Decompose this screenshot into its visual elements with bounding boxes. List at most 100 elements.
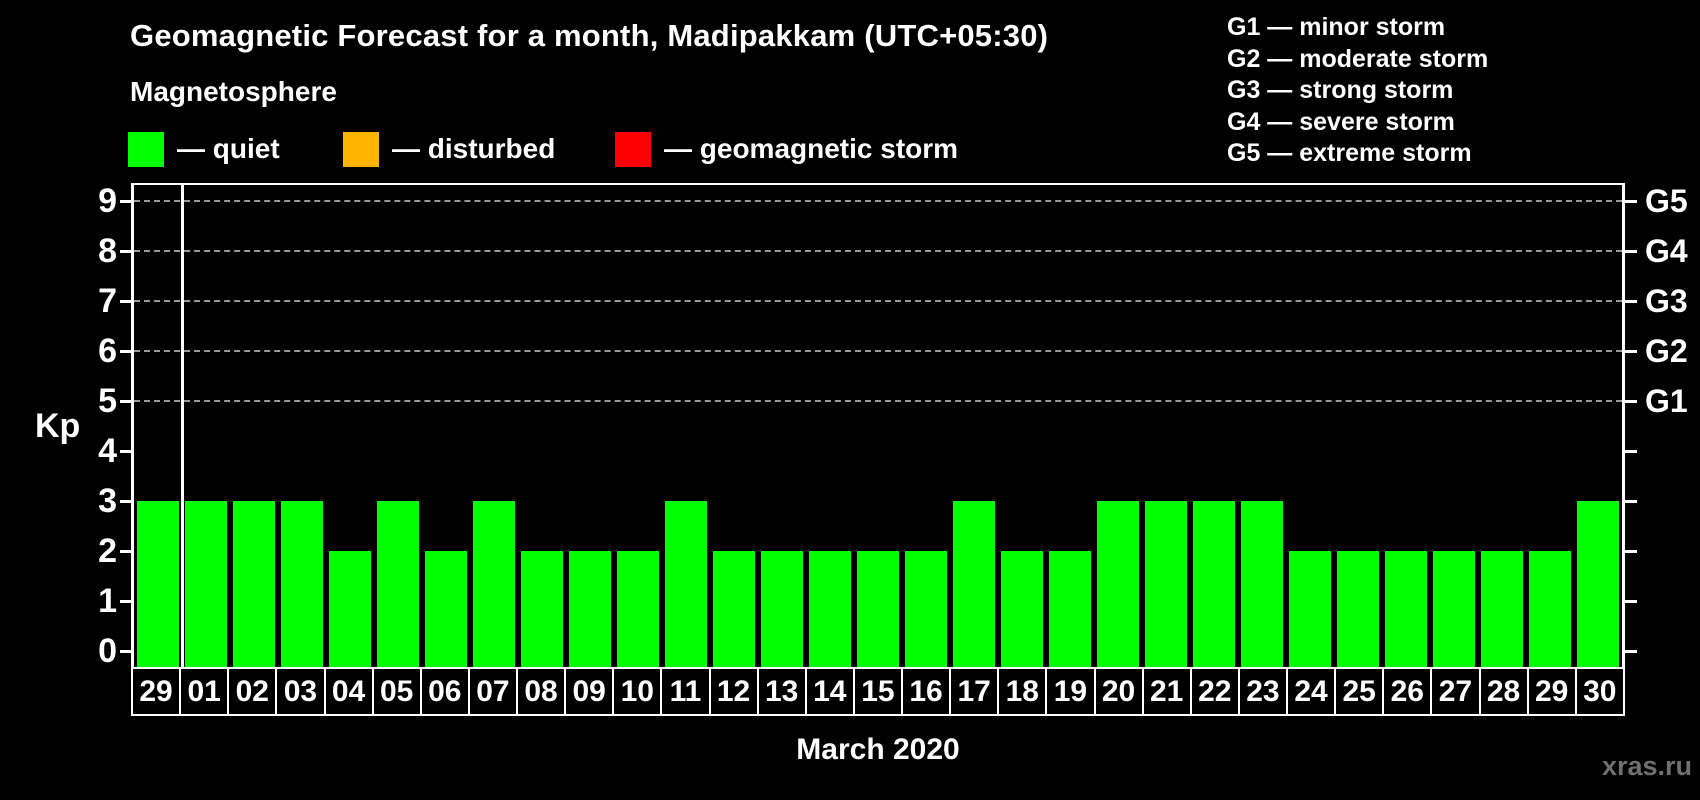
bar-day-08 (521, 551, 563, 667)
y-tick-left-7 (120, 300, 131, 303)
right-axis-label-g4: G4 (1645, 233, 1688, 269)
bar-day-14 (809, 551, 851, 667)
right-axis-label-g1: G1 (1645, 383, 1688, 419)
bar-day-26 (1385, 551, 1427, 667)
bar-day-01 (185, 501, 227, 667)
day-cell-03: 03 (275, 667, 326, 716)
g-scale-legend-line-1: G1 — minor storm (1227, 13, 1446, 41)
day-cell-18: 18 (997, 667, 1048, 716)
day-cell-11: 11 (660, 667, 711, 716)
bar-day-09 (569, 551, 611, 667)
right-axis-label-g2: G2 (1645, 333, 1688, 369)
y-tick-label-6: 6 (98, 332, 117, 370)
y-tick-right-4 (1625, 450, 1637, 453)
y-axis-title: Kp (35, 407, 81, 445)
bar-day-04 (329, 551, 371, 667)
y-tick-label-9: 9 (98, 182, 117, 220)
gridline-kp-6 (134, 350, 1622, 352)
bar-day-30 (1577, 501, 1619, 667)
y-tick-right-2 (1625, 550, 1637, 553)
g-scale-legend-line-3: G3 — strong storm (1227, 76, 1454, 104)
gridline-kp-8 (134, 250, 1622, 252)
y-tick-label-7: 7 (98, 282, 117, 320)
x-axis-day-labels: 29 01 02 03 04 05 06 07 08 09 10 11 12 13 14 15 16 17 18 19… (131, 667, 1625, 716)
y-tick-label-3: 3 (98, 482, 117, 520)
legend-item-storm: — geomagnetic storm (615, 131, 958, 167)
y-tick-left-2 (120, 550, 131, 553)
day-cell-26: 26 (1382, 667, 1433, 716)
y-tick-left-6 (120, 350, 131, 353)
gridline-kp-7 (134, 300, 1622, 302)
day-cell-02: 02 (227, 667, 278, 716)
right-axis-label-g3: G3 (1645, 283, 1688, 319)
y-tick-right-9 (1625, 200, 1637, 203)
chart-title: Geomagnetic Forecast for a month, Madipa… (130, 18, 1049, 53)
day-cell-07: 07 (467, 667, 518, 716)
g-scale-legend: G1 — minor storm G2 — moderate storm G3 — … (1227, 12, 1488, 170)
right-axis-label-g5: G5 (1645, 183, 1688, 219)
y-tick-left-9 (120, 200, 131, 203)
legend-swatch-quiet (128, 131, 164, 167)
day-cell-21: 21 (1141, 667, 1192, 716)
bar-day-13 (761, 551, 803, 667)
day-cell-20: 20 (1093, 667, 1144, 716)
watermark: xras.ru (1601, 751, 1692, 781)
g-scale-legend-line-2: G2 — moderate storm (1227, 44, 1489, 73)
day-cell-04: 04 (323, 667, 374, 716)
day-cell-01: 01 (179, 667, 230, 716)
day-cell-23: 23 (1237, 667, 1288, 716)
bar-day-27 (1433, 551, 1475, 667)
day-cell-24: 24 (1286, 667, 1337, 716)
day-cell-09: 09 (564, 667, 615, 716)
bar-day-29 (1529, 551, 1571, 667)
g-scale-legend-line-5: G5 — extreme storm (1227, 139, 1472, 167)
y-tick-left-1 (120, 600, 131, 603)
day-cell-15: 15 (852, 667, 903, 716)
bar-day-18 (1001, 551, 1043, 667)
y-tick-label-0: 0 (98, 632, 117, 670)
bar-day-29 (137, 501, 179, 667)
legend-label-disturbed: — disturbed (392, 133, 556, 164)
bar-day-28 (1481, 551, 1523, 667)
gridline-kp-9 (134, 200, 1622, 202)
y-tick-label-2: 2 (98, 532, 117, 570)
day-cell-27: 27 (1430, 667, 1481, 716)
x-axis-title: March 2020 (796, 733, 960, 766)
y-tick-left-5 (120, 400, 131, 403)
day-cell-17: 17 (949, 667, 1000, 716)
legend-label-storm: — geomagnetic storm (664, 133, 959, 164)
bar-day-15 (857, 551, 899, 667)
bar-day-11 (665, 501, 707, 667)
day-cell-29: 29 (1526, 667, 1577, 716)
day-cell-13: 13 (756, 667, 807, 716)
y-tick-right-5 (1625, 400, 1637, 403)
bar-day-19 (1049, 551, 1091, 667)
y-tick-right-7 (1625, 300, 1637, 303)
y-tick-label-5: 5 (98, 382, 117, 420)
day-cell-25: 25 (1334, 667, 1385, 716)
bar-day-17 (953, 501, 995, 667)
day-cell-10: 10 (612, 667, 663, 716)
bar-day-22 (1193, 501, 1235, 667)
y-tick-left-0 (120, 650, 131, 653)
bar-day-20 (1097, 501, 1139, 667)
day-cell-22: 22 (1189, 667, 1240, 716)
bar-day-02 (233, 501, 275, 667)
bar-day-10 (617, 551, 659, 667)
bar-day-23 (1241, 501, 1283, 667)
prev-month-separator (180, 185, 184, 667)
legend-swatch-storm (615, 131, 651, 167)
day-cell-06: 06 (419, 667, 470, 716)
legend-swatch-disturbed (343, 131, 379, 167)
legend-item-disturbed: — disturbed (343, 131, 555, 167)
bar-day-25 (1337, 551, 1379, 667)
y-tick-left-3 (120, 500, 131, 503)
legend-item-quiet: — quiet (128, 131, 280, 167)
day-cell-08: 08 (516, 667, 567, 716)
gridline-kp-5 (134, 400, 1622, 402)
bar-day-24 (1289, 551, 1331, 667)
day-cell-28: 28 (1478, 667, 1529, 716)
y-tick-right-0 (1625, 650, 1637, 653)
y-tick-left-4 (120, 450, 131, 453)
